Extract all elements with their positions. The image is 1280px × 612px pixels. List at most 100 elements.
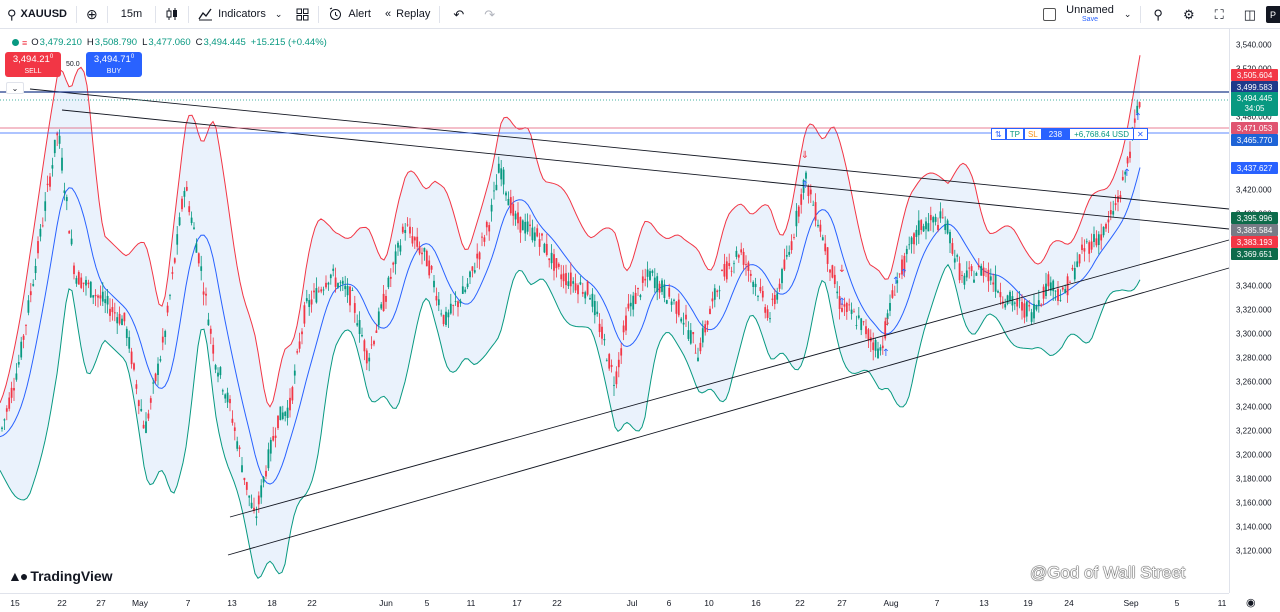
candle-body bbox=[221, 390, 224, 392]
candle-body bbox=[800, 194, 803, 205]
descending-trendline-2[interactable] bbox=[61, 109, 1230, 230]
replay-button[interactable]: « Replay bbox=[378, 0, 437, 29]
candle-body bbox=[3, 419, 6, 421]
candle-body bbox=[740, 249, 743, 253]
undo-button[interactable]: ↶ bbox=[442, 0, 475, 29]
candle-body bbox=[963, 275, 966, 285]
price-tick: 3,260.000 bbox=[1236, 377, 1272, 387]
candle-body bbox=[483, 237, 486, 242]
avatar[interactable]: P bbox=[1266, 6, 1280, 23]
candle-body bbox=[985, 271, 987, 273]
sell-button[interactable]: 3,494.210 SELL bbox=[5, 52, 61, 77]
templates-button[interactable] bbox=[289, 0, 316, 29]
candle-body bbox=[490, 204, 493, 212]
candle-body bbox=[1112, 211, 1115, 215]
redo-button[interactable]: ↷ bbox=[475, 0, 504, 29]
reverse-button[interactable]: ⇅ bbox=[991, 128, 1006, 140]
candle-body bbox=[608, 354, 611, 369]
eye-icon[interactable]: ≡ bbox=[22, 37, 28, 48]
green-price-label: 3,369.651 bbox=[1231, 248, 1278, 260]
candle-body bbox=[243, 477, 246, 481]
settings-button[interactable]: ⚙ bbox=[1173, 0, 1205, 29]
position-quantity[interactable]: 238 bbox=[1041, 128, 1070, 140]
quick-search-button[interactable]: ⚲ bbox=[1143, 0, 1173, 29]
alert-button[interactable]: Alert bbox=[321, 0, 378, 29]
time-axis[interactable]: 15 22 27 May 7 13 18 22 Jun 5 11 17 22 Jul 6 10 16 22 27 Au… bbox=[0, 593, 1229, 612]
candle-body bbox=[8, 397, 11, 409]
candle-body bbox=[982, 267, 985, 276]
candle-body bbox=[1117, 196, 1119, 203]
candle-body bbox=[433, 280, 435, 288]
chart-type-button[interactable] bbox=[158, 0, 186, 29]
candle-body bbox=[1121, 176, 1124, 180]
interval-button[interactable]: 15m bbox=[110, 0, 153, 29]
undo-icon: ↶ bbox=[453, 6, 465, 22]
candle-body bbox=[1081, 244, 1083, 251]
candle-body bbox=[1109, 210, 1112, 215]
candle-body bbox=[385, 295, 387, 302]
candle-body bbox=[769, 318, 771, 320]
candle-body bbox=[394, 251, 397, 265]
candle-body bbox=[1035, 305, 1038, 310]
candle-body bbox=[644, 278, 647, 281]
snapshot-button[interactable]: ◫ bbox=[1234, 0, 1266, 29]
ascending-trendline-1[interactable] bbox=[229, 239, 1230, 518]
price-chart[interactable]: ⇓⇑↓⇑⇓↑↑↑↑↑ bbox=[0, 29, 1280, 612]
alert-label: Alert bbox=[348, 8, 371, 20]
layout-button[interactable]: Unnamed Save ⌄ bbox=[1036, 0, 1138, 29]
time-tick: 15 bbox=[10, 598, 20, 608]
symbol-search[interactable]: ⚲ XAUUSD bbox=[0, 0, 74, 29]
price-tick: 3,200.000 bbox=[1236, 450, 1272, 460]
stop-loss-button[interactable]: SL bbox=[1023, 128, 1042, 140]
ascending-trendline-2[interactable] bbox=[227, 267, 1230, 556]
candle-body bbox=[478, 252, 481, 260]
candle-body bbox=[231, 418, 234, 423]
descending-trendline-1[interactable] bbox=[29, 88, 1230, 210]
layout-save[interactable]: Save bbox=[1082, 15, 1098, 23]
price-tick: 3,240.000 bbox=[1236, 402, 1272, 411]
candle-body bbox=[53, 139, 56, 154]
candle-body bbox=[687, 330, 690, 339]
candle-body bbox=[121, 318, 123, 326]
buy-button[interactable]: 3,494.710 BUY bbox=[86, 52, 142, 77]
candle-body bbox=[653, 277, 656, 289]
templates-icon bbox=[296, 8, 309, 20]
symbol-name: XAUUSD bbox=[20, 8, 67, 20]
close-position-button[interactable]: ✕ bbox=[1134, 128, 1148, 140]
candle-body bbox=[219, 367, 222, 376]
chevron-down-icon[interactable]: ⌄ bbox=[274, 8, 283, 19]
take-profit-button[interactable]: TP bbox=[1005, 128, 1024, 140]
candle-body bbox=[826, 247, 829, 264]
candle-body bbox=[620, 348, 623, 356]
indicators-label: Indicators bbox=[218, 8, 266, 20]
candle-body bbox=[87, 282, 90, 285]
chevron-down-icon[interactable]: ⌄ bbox=[1123, 9, 1132, 19]
candle-body bbox=[502, 169, 505, 185]
candle-body bbox=[1030, 312, 1033, 322]
price-tick: 3,140.000 bbox=[1236, 522, 1272, 532]
price-tick: 3,480.000 bbox=[1236, 112, 1272, 122]
candle-body bbox=[39, 228, 42, 237]
candle-body bbox=[759, 287, 762, 292]
indicators-button[interactable]: Indicators ⌄ bbox=[191, 0, 289, 29]
candle-body bbox=[269, 439, 272, 454]
candle-body bbox=[665, 300, 668, 304]
trendlines[interactable] bbox=[0, 88, 1230, 556]
candle-body bbox=[651, 270, 654, 274]
fullscreen-button[interactable]: ⛶ bbox=[1205, 0, 1234, 29]
candles-icon bbox=[166, 8, 178, 20]
tradingview-logo[interactable]: ▲● TradingView bbox=[8, 568, 113, 584]
candle-body bbox=[788, 251, 791, 255]
position-line[interactable]: ⇅ TP SL 238 +6,768.64 USD ✕ bbox=[991, 128, 1148, 140]
candle-body bbox=[857, 315, 860, 318]
goto-date-icon[interactable]: ◉ bbox=[1246, 597, 1256, 609]
candle-body bbox=[831, 265, 834, 278]
candle-body bbox=[41, 225, 44, 227]
candle-body bbox=[245, 482, 248, 490]
candle-body bbox=[1037, 300, 1040, 306]
collapse-legend-button[interactable]: ⌄ bbox=[6, 82, 24, 94]
compare-button[interactable]: ⊕ bbox=[79, 0, 105, 29]
candle-body bbox=[202, 291, 205, 295]
candle-body bbox=[874, 339, 877, 351]
candle-body bbox=[337, 283, 339, 288]
